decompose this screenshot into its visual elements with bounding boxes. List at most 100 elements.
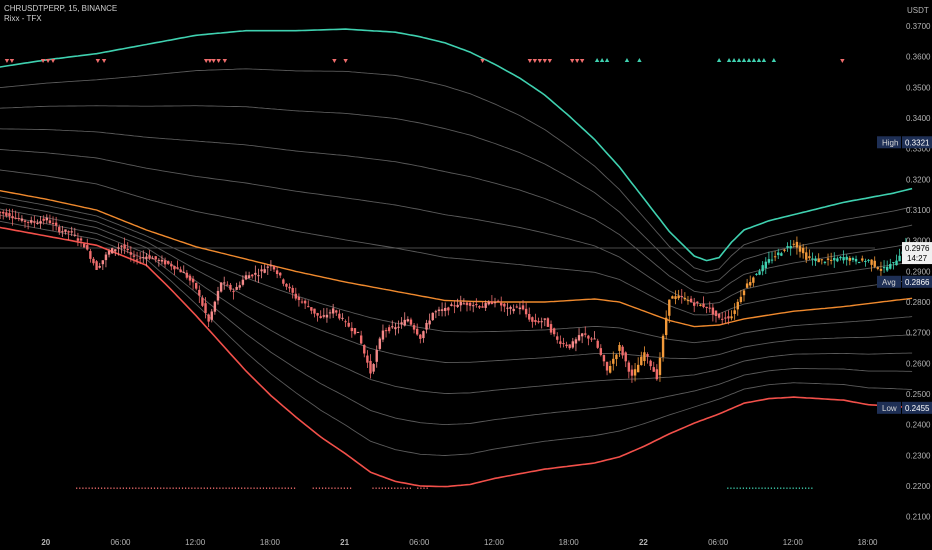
signal-dot xyxy=(375,487,377,489)
signal-dot xyxy=(409,487,411,489)
signal-dot xyxy=(420,487,422,489)
candle-body xyxy=(882,267,886,269)
candle-body xyxy=(375,349,378,362)
candle-body xyxy=(493,302,497,304)
signal-dot xyxy=(343,487,345,489)
candle-body xyxy=(257,275,260,277)
signal-dot xyxy=(144,487,146,489)
candle-body xyxy=(661,335,665,358)
candle-body xyxy=(674,296,677,299)
candle-body xyxy=(465,302,469,306)
price-tick-label: 0.3500 xyxy=(906,83,931,92)
high-tag-label: High xyxy=(882,138,898,147)
candle-body xyxy=(506,307,509,309)
candle-body xyxy=(864,261,867,263)
plot-area xyxy=(0,28,914,489)
buy-signal-icon xyxy=(726,58,732,62)
signal-dot xyxy=(378,487,380,489)
signal-dot xyxy=(397,487,399,489)
candle-body xyxy=(244,275,248,280)
candle-body xyxy=(381,330,385,340)
candle-body xyxy=(79,238,83,241)
candle-body xyxy=(646,354,649,357)
candle-body xyxy=(397,326,400,328)
candle-body xyxy=(721,318,724,320)
signal-dot xyxy=(331,487,333,489)
candle-body xyxy=(173,266,176,270)
signal-dot xyxy=(197,487,199,489)
signal-dot xyxy=(135,487,137,489)
signal-dot xyxy=(795,487,797,489)
candle-body xyxy=(898,255,901,262)
time-axis[interactable]: 20 06:00 12:00 18:00 21 06:00 12:00 18:00 22 06:0… xyxy=(41,538,932,547)
candle-body xyxy=(892,262,895,264)
signal-dot xyxy=(209,487,212,489)
sell-signal-icon xyxy=(542,59,547,63)
signal-dot xyxy=(293,487,296,489)
candle-body xyxy=(621,346,624,356)
signal-dot xyxy=(157,487,159,489)
candle-body xyxy=(135,259,139,261)
candle-body xyxy=(275,270,279,275)
signal-dot xyxy=(237,487,240,489)
candle-body xyxy=(132,255,136,257)
sell-signal-icon xyxy=(343,59,348,63)
candle-body xyxy=(67,231,70,233)
signal-dot xyxy=(259,487,261,489)
candle-body xyxy=(2,211,5,214)
low-tag-label-box xyxy=(877,401,901,414)
candle-body xyxy=(792,243,795,245)
candle-body xyxy=(590,338,593,340)
candle-body xyxy=(425,322,428,330)
signal-dot xyxy=(244,487,246,489)
candle-body xyxy=(767,259,771,263)
candle-body xyxy=(341,317,344,319)
price-tick-label: 0.2500 xyxy=(906,390,931,399)
candle-body xyxy=(247,275,251,279)
signal-dot xyxy=(141,487,143,489)
signal-dot xyxy=(278,487,280,489)
signal-dot xyxy=(172,487,174,489)
candle-body xyxy=(307,306,310,308)
high-tag-label-box xyxy=(877,136,901,149)
candle-body xyxy=(188,275,192,281)
signal-dot xyxy=(349,487,352,489)
candle-body xyxy=(226,284,229,286)
candle-body xyxy=(577,335,581,341)
candle-body xyxy=(876,267,880,269)
signal-dot xyxy=(328,487,330,489)
sell-signal-icon xyxy=(222,59,228,63)
candle-body xyxy=(198,289,201,296)
candle-body xyxy=(86,245,89,250)
candle-body xyxy=(468,302,472,306)
candle-body xyxy=(608,365,612,373)
sell-signal-icon xyxy=(9,59,15,63)
candle-body xyxy=(14,217,17,219)
signal-dot xyxy=(113,487,115,489)
candle-body xyxy=(839,256,842,259)
price-axis[interactable]: 0.3700 0.3600 0.3500 0.3400 0.3300 0.3200 0.31… xyxy=(906,6,931,522)
candle-body xyxy=(207,314,210,322)
signal-dot xyxy=(213,487,215,489)
candle-body xyxy=(571,341,575,348)
candles xyxy=(0,208,914,383)
candle-body xyxy=(795,241,799,248)
lower-band-line xyxy=(0,226,913,488)
candle-body xyxy=(182,271,185,273)
candle-body xyxy=(861,258,864,261)
candle-body xyxy=(749,282,752,286)
sell-signal-icon xyxy=(480,59,485,63)
signal-dot xyxy=(191,487,193,489)
candle-body xyxy=(328,312,332,314)
signal-dot xyxy=(88,487,90,489)
candle-body xyxy=(770,259,774,261)
signal-dot xyxy=(122,487,124,489)
candle-body xyxy=(829,259,833,261)
signal-dot xyxy=(138,487,140,489)
buy-signal-icon xyxy=(761,58,767,62)
candle-body xyxy=(693,302,696,306)
signal-dot xyxy=(394,487,396,489)
candle-body xyxy=(54,222,58,226)
signal-dot xyxy=(786,487,788,489)
